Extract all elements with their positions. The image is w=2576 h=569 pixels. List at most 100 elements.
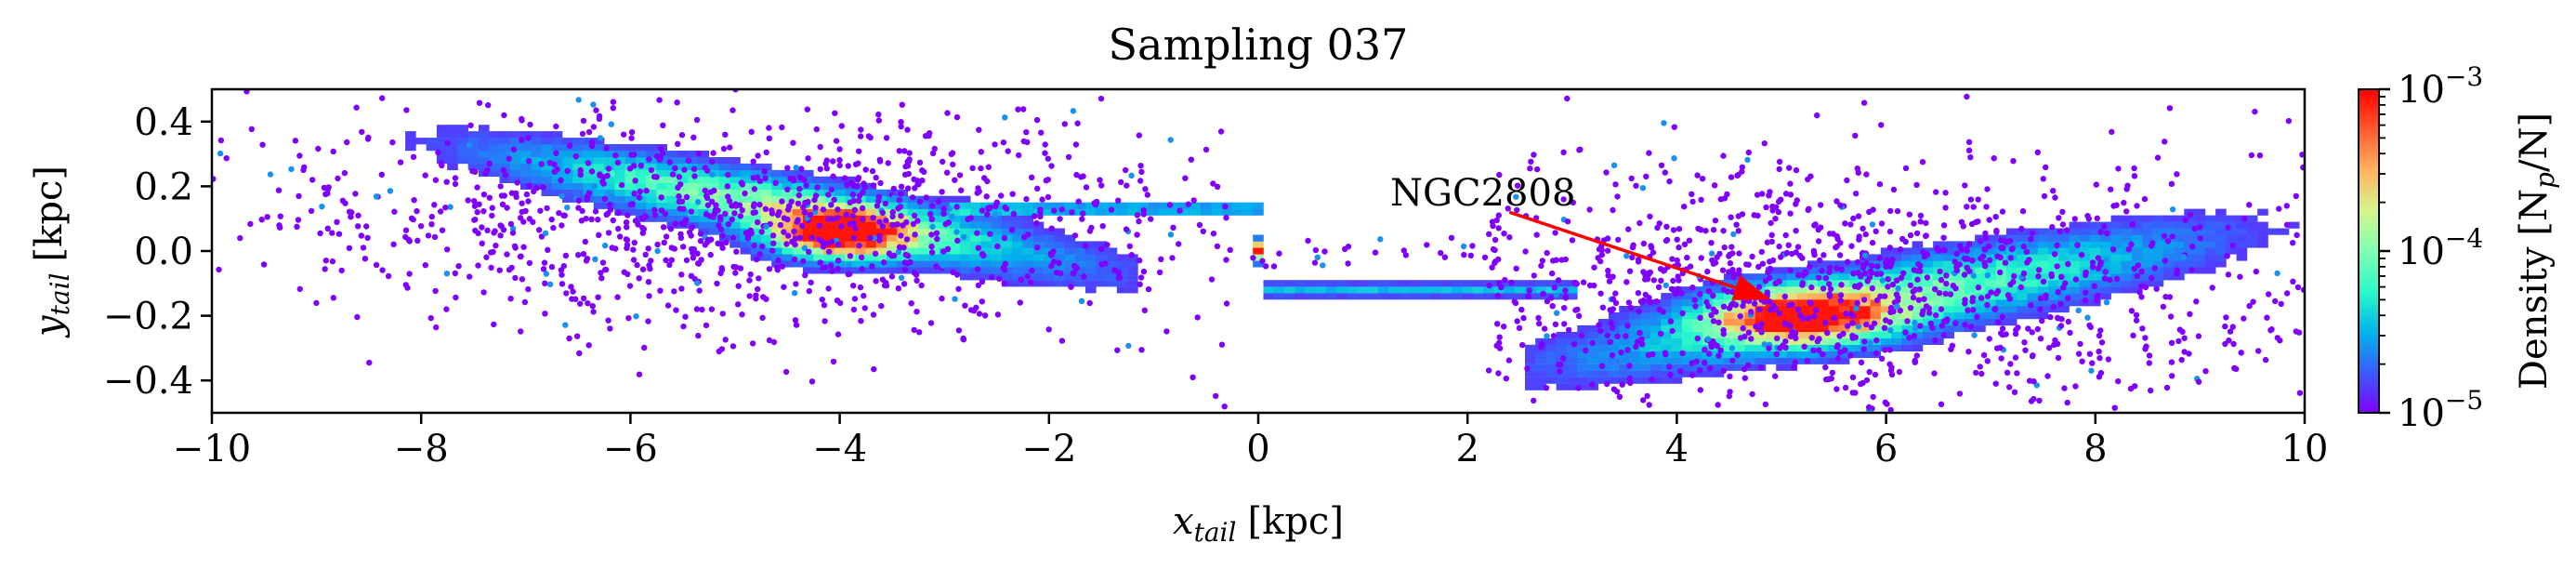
density-bin <box>457 131 468 139</box>
density-bin <box>792 247 804 255</box>
density-bin <box>865 247 877 255</box>
sparse-point <box>900 281 908 287</box>
sparse-point <box>1824 329 1831 337</box>
density-bin <box>1734 319 1745 326</box>
density-bin <box>1860 267 1871 274</box>
sparse-point <box>1933 312 1939 319</box>
y-label-sub: tail <box>45 273 75 316</box>
sparse-point <box>324 190 331 197</box>
sparse-point <box>793 322 800 328</box>
sparse-point <box>2106 276 2113 284</box>
density-bin <box>1891 324 1902 333</box>
sparse-point <box>1629 245 1636 251</box>
sparse-point <box>2160 303 2167 311</box>
sparse-point <box>1259 258 1266 264</box>
density-bin <box>2069 241 2081 248</box>
sparse-point <box>2225 224 2231 231</box>
sparse-point <box>1490 245 1497 253</box>
sparse-point <box>411 197 417 204</box>
sparse-point <box>676 192 682 200</box>
density-bin <box>2079 241 2091 248</box>
sparse-point <box>2162 294 2169 300</box>
density-bin <box>1158 208 1170 216</box>
sparse-point <box>2036 267 2043 273</box>
sparse-point <box>2195 378 2202 385</box>
density-bin <box>698 215 709 222</box>
density-bin <box>467 151 480 158</box>
sparse-point <box>629 201 636 207</box>
sparse-point <box>428 221 435 228</box>
sparse-point <box>2098 339 2106 346</box>
density-bin <box>1567 370 1578 377</box>
density-bin <box>1661 293 1672 300</box>
sparse-point <box>1855 324 1862 330</box>
sparse-point <box>391 208 398 215</box>
sparse-point <box>704 202 712 208</box>
sparse-point <box>2290 240 2296 246</box>
density-bin <box>2079 260 2091 268</box>
density-bin <box>991 221 1003 229</box>
sparse-point <box>2111 404 2118 411</box>
sparse-point <box>1837 349 1844 355</box>
density-bin <box>531 176 542 183</box>
sparse-point <box>1913 181 1920 189</box>
sparse-point <box>708 198 716 205</box>
sparse-point <box>1728 244 1735 250</box>
density-bin <box>729 182 741 190</box>
density-bin <box>499 176 511 183</box>
sparse-point <box>1759 260 1767 267</box>
sparse-point <box>1887 309 1894 315</box>
density-bin <box>1032 228 1045 235</box>
density-bin <box>980 267 992 274</box>
density-bin <box>614 151 625 158</box>
sparse-point <box>1689 284 1696 291</box>
sparse-point <box>796 186 803 192</box>
sparse-point <box>2007 361 2014 367</box>
sparse-point <box>2253 268 2259 275</box>
sparse-point <box>1320 262 1326 269</box>
density-bin <box>447 125 458 132</box>
sparse-point <box>928 232 935 238</box>
sparse-point <box>1743 261 1750 268</box>
sparse-point <box>1861 270 1869 277</box>
sparse-point <box>403 107 410 113</box>
density-bin <box>1744 344 1755 351</box>
density-bin <box>1074 202 1086 209</box>
density-bin <box>2090 267 2101 274</box>
sparse-point <box>910 220 917 228</box>
sparse-point <box>753 295 759 302</box>
density-bin <box>2142 267 2153 274</box>
density-bin <box>646 215 657 222</box>
sparse-point <box>756 275 762 282</box>
sparse-point <box>940 262 946 269</box>
density-bin <box>1838 273 1850 281</box>
sparse-point <box>2061 385 2068 391</box>
sparse-point <box>751 201 757 207</box>
sparse-point <box>1571 279 1578 286</box>
sparse-point <box>360 245 367 251</box>
sparse-point <box>275 187 283 193</box>
density-bin <box>2058 299 2070 307</box>
sparse-point <box>1978 370 1985 377</box>
density-bin <box>1901 247 1912 255</box>
density-bin <box>1796 351 1808 358</box>
density-bin <box>2194 267 2206 274</box>
density-bin <box>1912 254 1924 261</box>
sparse-point <box>276 222 283 229</box>
density-bin <box>1828 319 1840 326</box>
density-bin <box>1567 337 1578 345</box>
sparse-point <box>2169 233 2175 240</box>
density-bin <box>447 157 458 165</box>
sparse-point <box>1655 316 1662 323</box>
density-bin <box>1891 337 1902 345</box>
sparse-point <box>1070 271 1077 277</box>
colorbar-label-sub: p <box>2530 172 2560 189</box>
density-bin <box>949 195 961 203</box>
density-bin <box>635 169 647 178</box>
density-bin <box>1681 331 1693 339</box>
density-bin <box>803 241 814 248</box>
density-bin <box>907 215 919 222</box>
density-bin <box>2142 280 2153 287</box>
density-bin <box>2152 280 2164 287</box>
density-bin <box>782 221 794 229</box>
